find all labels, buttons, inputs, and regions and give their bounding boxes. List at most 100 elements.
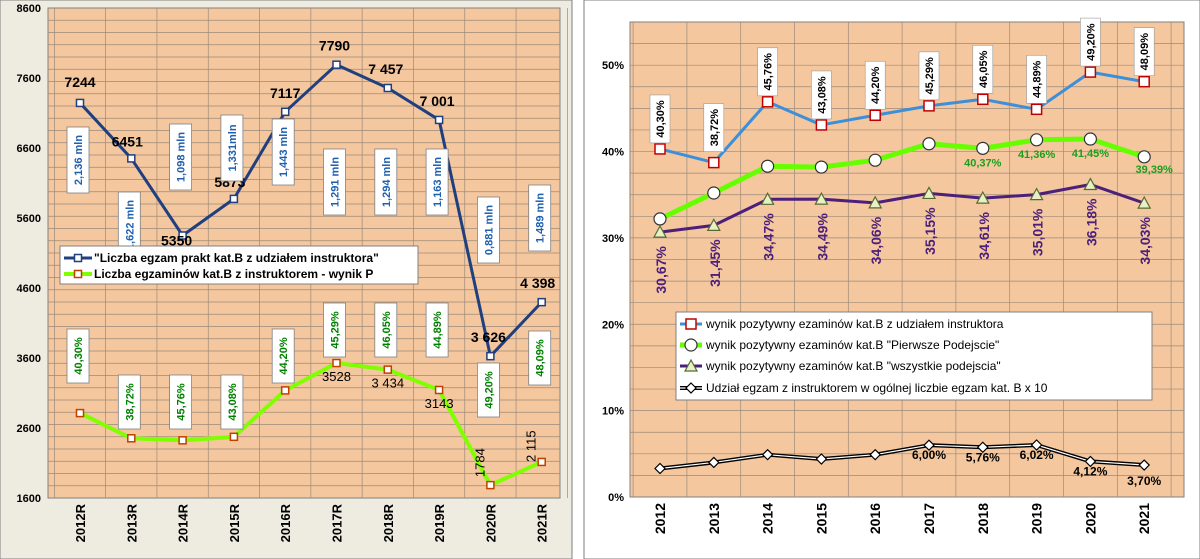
left-boxed-label-mln-box [271, 118, 295, 186]
left-marker-instructor [75, 98, 85, 108]
left-data-label-instructor: 3 626 [471, 329, 506, 345]
left-boxed-label-mln-group: 1,331mln [220, 114, 244, 182]
left-boxed-label-pct-group: 45,29% [323, 302, 346, 358]
right-series-line-instructor [659, 70, 1145, 165]
left-marker-result-p [280, 386, 290, 395]
left-y-tick-label: 1600 [17, 493, 41, 505]
left-boxed-label-mln-box [476, 196, 500, 264]
left-boxed-label-pct-box [374, 302, 398, 358]
right-x-tick-label: 2017 [921, 503, 937, 534]
left-boxed-label-pct-group: 48,09% [528, 330, 552, 386]
left-legend-label-instructor: "Liczba egzam prakt kat.B z udziałem ins… [94, 251, 379, 265]
right-marker-first-attempt [707, 186, 721, 200]
left-boxed-label-pct-box [425, 302, 449, 358]
right-marker-instructor [654, 143, 666, 155]
right-marker-instructor [761, 96, 774, 108]
left-boxed-label-mln-box [169, 123, 193, 191]
right-data-label-instructor-box [1080, 17, 1101, 67]
right-x-tick-label: 2019 [1029, 503, 1045, 534]
left-data-label-result-p: 3528 [322, 369, 351, 384]
left-y-tick-label: 3600 [17, 353, 41, 365]
left-legend-box [59, 245, 419, 285]
left-data-label-instructor: 4 398 [520, 275, 555, 291]
left-boxed-label-pct: 46,05% [381, 311, 393, 349]
right-legend-box [675, 311, 1153, 401]
left-boxed-label-pct-group: 44,20% [271, 328, 295, 384]
right-data-label-instructor-box [811, 70, 832, 120]
left-series-line-result-p [79, 361, 543, 488]
left-marker-result-p [127, 434, 136, 443]
right-x-tick-label: 2012 [652, 503, 668, 534]
right-data-label-all-attempts: 34,47% [761, 213, 777, 261]
left-boxed-label-pct: 45,76% [176, 383, 188, 421]
left-boxed-label-pct-group: 43,08% [220, 374, 244, 430]
right-x-tick-label: 2013 [706, 503, 722, 534]
right-data-label-all-attempts: 35,01% [1030, 208, 1046, 256]
left-boxed-label-pct-box [117, 374, 141, 430]
right-marker-instructor [1084, 66, 1097, 78]
right-data-label-instructor-box [757, 47, 778, 97]
right-y-tick-label: 40% [602, 147, 624, 159]
left-x-tick-label: 2014R [176, 503, 191, 542]
left-marker-instructor [383, 83, 393, 93]
right-data-label-instructor: 45,29% [924, 57, 936, 95]
right-data-label-all-attempts: 35,15% [922, 207, 938, 255]
left-boxed-label-pct-box [323, 302, 346, 358]
left-boxed-label-pct-box [66, 328, 90, 384]
right-legend-label: wynik pozytywny ezaminów kat.B "Pierwsze… [705, 338, 999, 352]
left-series-line-instructor [78, 63, 543, 358]
right-data-label-all-attempts: 31,45% [707, 239, 723, 287]
right-marker-all-attempts [760, 192, 775, 205]
right-data-label-instructor-box [918, 51, 940, 101]
right-marker-all-attempts [975, 190, 990, 204]
right-x-tick-label: 2021 [1136, 503, 1152, 534]
right-marker-share [923, 439, 935, 452]
right-marker-share [707, 456, 720, 469]
right-data-label-instructor: 38,72% [709, 109, 721, 147]
right-data-label-instructor: 40,30% [655, 100, 667, 138]
right-data-label-instructor-group: 49,20% [1080, 17, 1101, 67]
right-marker-share [815, 453, 828, 465]
left-marker-instructor [332, 60, 341, 69]
left-data-label-instructor: 7117 [270, 85, 301, 101]
right-data-label-instructor-group: 46,05% [972, 44, 994, 94]
left-x-tick-label: 2012R [73, 503, 88, 542]
left-boxed-label-mln-box [220, 114, 244, 182]
right-data-label-instructor: 45,76% [763, 53, 775, 91]
right-data-label-first-attempt: 39,39% [1136, 164, 1174, 176]
right-marker-first-attempt [868, 153, 882, 167]
left-boxed-label-pct-box [220, 374, 244, 430]
left-x-tick-label: 2020R [483, 503, 498, 542]
left-data-label-instructor: 7790 [319, 38, 350, 54]
right-data-label-instructor-box [1026, 55, 1047, 104]
right-data-label-first-attempt: 41,45% [1072, 148, 1110, 160]
right-marker-instructor [1030, 103, 1043, 116]
left-boxed-label-pct: 48,09% [535, 339, 547, 377]
right-marker-first-attempt [922, 137, 936, 151]
left-boxed-label-pct-group: 44,89% [425, 302, 449, 358]
right-marker-share [761, 448, 774, 461]
right-data-label-instructor: 48,09% [1139, 33, 1151, 71]
left-boxed-label-pct: 45,29% [330, 311, 342, 349]
right-legend-marker-instructor [685, 318, 697, 330]
left-y-tick-label: 4600 [17, 283, 41, 295]
right-data-label-instructor-box [703, 103, 725, 152]
left-boxed-label-pct-group: 46,05% [374, 302, 398, 358]
left-x-tick-label: 2018R [381, 503, 396, 542]
left-boxed-label-mln-group: 1,291 mln [323, 148, 346, 216]
left-boxed-label-mln: 1,291 mln [330, 157, 342, 207]
right-marker-first-attempt [1083, 132, 1098, 146]
left-marker-result-p [537, 457, 546, 467]
left-marker-instructor [280, 107, 290, 117]
right-legend-label: wynik pozytywny ezaminów kat.B "wszystki… [705, 359, 1001, 373]
right-data-label-instructor: 49,20% [1085, 23, 1097, 61]
left-boxed-label-pct-group: 38,72% [117, 374, 141, 430]
right-marker-first-attempt [760, 159, 775, 173]
right-marker-share [976, 441, 989, 454]
right-data-label-instructor-group: 45,76% [757, 47, 778, 97]
right-marker-first-attempt [1029, 133, 1044, 147]
right-data-label-instructor-group: 44,89% [1026, 55, 1047, 104]
right-x-tick-label: 2018 [975, 503, 991, 534]
left-marker-instructor [486, 351, 495, 361]
